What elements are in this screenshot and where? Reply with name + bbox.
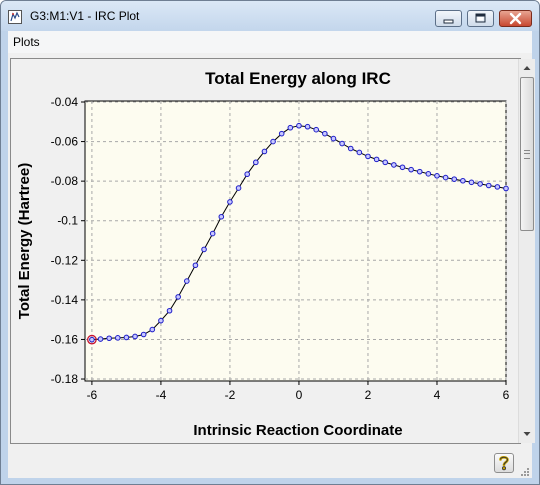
data-point <box>322 130 328 137</box>
data-point <box>287 124 294 131</box>
x-tick-label: 0 <box>296 388 303 402</box>
vertical-scrollbar[interactable] <box>518 59 535 443</box>
data-point <box>175 294 181 300</box>
data-point <box>114 335 121 341</box>
data-point <box>201 246 207 253</box>
scroll-down-arrow-icon[interactable] <box>519 426 535 442</box>
x-tick-label: 6 <box>503 388 510 402</box>
data-point <box>192 262 199 269</box>
data-point <box>209 230 216 237</box>
data-point <box>140 331 147 338</box>
y-tick-label: -0.12 <box>51 253 79 267</box>
data-point <box>235 185 242 191</box>
x-tick-label: -4 <box>156 388 167 402</box>
help-icon <box>499 455 509 471</box>
data-point <box>503 185 509 192</box>
data-point <box>227 199 233 205</box>
data-point <box>132 333 138 340</box>
data-point <box>373 156 380 163</box>
data-point <box>244 171 250 178</box>
data-point <box>416 168 423 175</box>
data-point <box>365 153 371 160</box>
data-point <box>330 135 337 142</box>
maximize-button[interactable] <box>467 10 494 27</box>
close-button[interactable] <box>499 10 532 27</box>
data-point <box>183 278 190 284</box>
menu-bar: Plots <box>8 31 532 53</box>
data-point <box>477 181 483 187</box>
data-point <box>97 336 104 342</box>
data-point <box>408 166 414 173</box>
data-point <box>442 174 449 181</box>
grid-lines <box>85 101 507 381</box>
x-axis: -6 -4 -2 0 2 4 6 <box>87 381 510 402</box>
data-point <box>468 179 475 186</box>
data-point <box>391 162 397 168</box>
app-icon <box>8 10 22 24</box>
data-point <box>399 164 406 171</box>
scroll-thumb[interactable] <box>520 77 534 231</box>
data-point <box>218 213 225 220</box>
data-point <box>106 335 112 342</box>
data-point <box>347 145 354 152</box>
data-point <box>123 334 130 341</box>
y-axis: -0.04 -0.06 -0.08 -0.1 -0.12 -0.14 -0.16 -0.18 <box>51 95 85 386</box>
maximize-icon <box>475 13 486 23</box>
client-area: Plots Total Energy along IRC -0.04 -0.06-… <box>8 31 535 478</box>
data-point <box>434 172 440 179</box>
y-tick-label: -0.08 <box>51 174 79 188</box>
data-point <box>166 307 173 314</box>
data-point <box>149 326 156 333</box>
plot-area[interactable] <box>84 100 507 382</box>
minimize-icon <box>443 19 454 24</box>
data-point <box>425 171 432 177</box>
irc-chart: Total Energy along IRC -0.04-0.06-0.08-0… <box>16 69 510 439</box>
y-tick-label: -0.16 <box>51 332 79 346</box>
data-point <box>339 140 345 147</box>
data-point <box>253 159 259 166</box>
x-axis-label: Intrinsic Reaction Coordinate <box>193 422 402 439</box>
close-icon <box>509 12 522 25</box>
help-button[interactable] <box>494 453 514 473</box>
data-point <box>304 123 311 130</box>
data-point <box>460 177 466 184</box>
x-tick-label: 2 <box>365 388 372 402</box>
y-tick-label: -0.06 <box>51 135 79 149</box>
y-tick-label: -0.04 <box>51 95 79 109</box>
scroll-up-arrow-icon[interactable] <box>519 60 535 76</box>
data-point <box>89 336 95 343</box>
data-point <box>494 184 501 190</box>
menu-plots[interactable]: Plots <box>13 35 40 49</box>
x-tick-label: -2 <box>225 388 236 402</box>
plot-panel: Total Energy along IRC -0.04 -0.06 -0.08 -0… <box>10 58 521 444</box>
data-point <box>356 149 363 156</box>
data-point <box>485 182 492 189</box>
data-point <box>313 126 320 133</box>
data-point <box>451 176 458 182</box>
data-point <box>270 138 276 145</box>
y-axis-label: Total Energy (Hartree) <box>16 163 33 319</box>
chart-title: Total Energy along IRC <box>205 69 391 88</box>
data-points <box>87 122 509 345</box>
data-point <box>158 317 164 324</box>
data-point <box>261 148 268 155</box>
scroll-grip-icon <box>524 150 530 159</box>
x-tick-label: -6 <box>87 388 98 402</box>
title-bar[interactable]: G3:M1:V1 - IRC Plot <box>1 1 539 31</box>
resize-grip-icon[interactable] <box>520 467 530 477</box>
window-title: G3:M1:V1 - IRC Plot <box>30 9 140 23</box>
x-tick-label: 4 <box>434 388 441 402</box>
data-point <box>382 159 389 166</box>
minimize-button[interactable] <box>435 10 462 27</box>
data-point <box>296 122 302 129</box>
y-tick-label: -0.18 <box>51 372 79 386</box>
y-tick-label: -0.14 <box>51 293 79 307</box>
y-tick-label: -0.1 <box>57 214 78 228</box>
highlighted-point-ring <box>87 334 97 345</box>
data-point <box>278 130 285 137</box>
